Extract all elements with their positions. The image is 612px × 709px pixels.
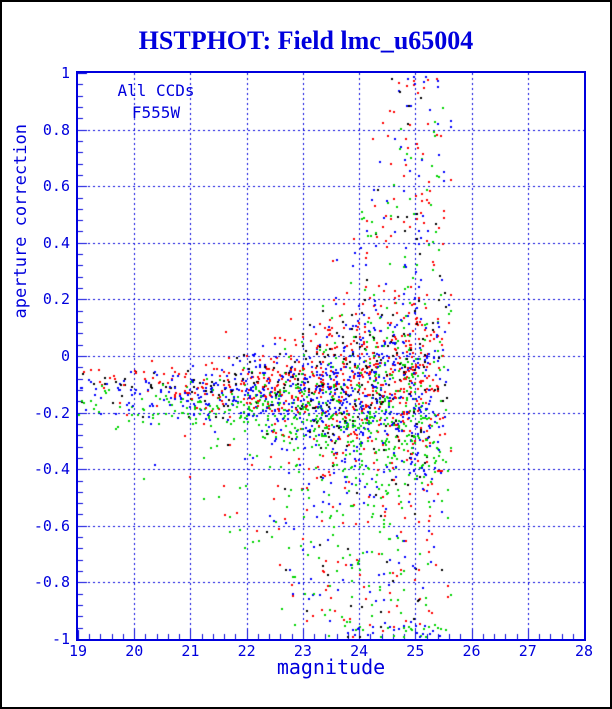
x-tick-label: 21 bbox=[181, 642, 200, 660]
y-tick-label: -0.6 bbox=[33, 516, 70, 535]
y-tick-label: -0.4 bbox=[33, 460, 70, 479]
y-tick-label: 0 bbox=[60, 347, 70, 365]
x-tick-label: 20 bbox=[125, 642, 144, 660]
x-tick-label: 19 bbox=[68, 642, 88, 660]
y-tick-label: -0.8 bbox=[33, 573, 70, 592]
plot-title: HSTPHOT: Field lmc_u65004 bbox=[138, 26, 474, 55]
x-tick-label: 26 bbox=[462, 642, 481, 660]
y-tick-label: 0.4 bbox=[42, 233, 70, 252]
y-tick-label: -0.2 bbox=[33, 403, 70, 422]
x-tick-label: 27 bbox=[518, 642, 537, 660]
x-tick-label: 25 bbox=[406, 642, 425, 660]
y-tick-label: 0.6 bbox=[42, 177, 70, 196]
x-tick-label: 24 bbox=[350, 642, 369, 660]
x-tick-label: 28 bbox=[574, 642, 594, 660]
x-tick-label: 22 bbox=[237, 642, 256, 660]
y-tick-label: 0.2 bbox=[42, 290, 70, 309]
y-tick-label: 0.8 bbox=[42, 120, 70, 139]
y-axis-title: aperture correction bbox=[10, 71, 32, 371]
y-tick-label: 1 bbox=[60, 64, 70, 82]
y-tick-label: -1 bbox=[51, 630, 70, 648]
annotation-ccds: All CCDs bbox=[117, 81, 195, 100]
plot-frame: All CCDs F555W bbox=[76, 71, 586, 641]
x-tick-label: 23 bbox=[293, 642, 312, 660]
x-axis-title: magnitude bbox=[276, 655, 386, 679]
scatter-canvas bbox=[78, 73, 584, 639]
plot-annotation: All CCDs F555W bbox=[98, 80, 214, 124]
annotation-filter: F555W bbox=[131, 103, 181, 122]
y-axis-title-text: aperture correction bbox=[11, 123, 31, 319]
